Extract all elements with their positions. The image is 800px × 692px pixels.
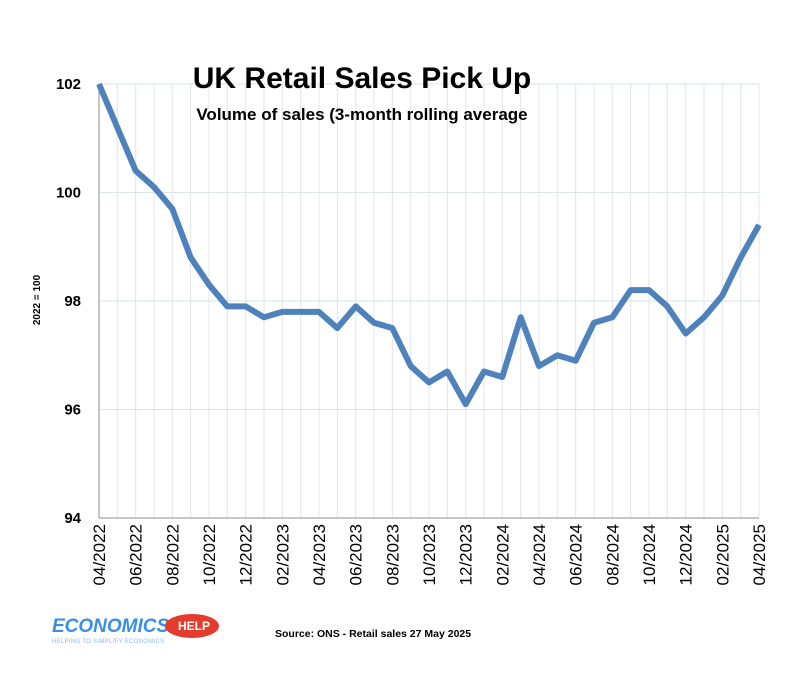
economics-help-logo: ECONOMICS HELP HELPING TO SIMPLIFY ECONO…	[52, 614, 219, 645]
x-tick-label: 06/2024	[567, 524, 586, 585]
data-point	[373, 322, 375, 324]
y-tick-labels: 94 96 98 100 102	[56, 76, 82, 527]
data-point	[410, 365, 412, 367]
x-tick-label: 06/2022	[127, 524, 146, 585]
y-tick-label: 96	[64, 402, 81, 419]
data-point	[575, 360, 577, 362]
series-layer	[96, 82, 762, 408]
data-point	[245, 305, 247, 307]
data-point	[520, 316, 522, 318]
data-point	[336, 327, 338, 329]
x-tick-label: 10/2023	[420, 524, 439, 585]
data-point	[135, 170, 137, 172]
data-point	[538, 365, 540, 367]
logo-help-badge	[165, 614, 219, 638]
data-point	[98, 83, 100, 85]
source-note: Source: ONS - Retail sales 27 May 2025	[275, 628, 471, 640]
x-tick-label: 08/2023	[383, 524, 402, 585]
x-tick-label: 04/2024	[530, 524, 549, 585]
grid-layer	[99, 83, 760, 518]
y-tick-label: 100	[56, 185, 81, 202]
data-point	[355, 305, 357, 307]
data-point	[685, 333, 687, 335]
data-point	[666, 305, 668, 307]
x-tick-label: 08/2022	[163, 524, 182, 585]
x-tick-label: 08/2024	[603, 524, 622, 585]
data-point	[190, 257, 192, 259]
data-point	[208, 284, 210, 286]
data-point	[630, 289, 632, 291]
x-tick-label: 04/2023	[310, 524, 329, 585]
data-point	[318, 311, 320, 313]
data-point	[465, 403, 467, 405]
x-tick-label: 10/2022	[200, 524, 219, 585]
data-point	[593, 322, 595, 324]
chart-subtitle: Volume of sales (3-month rolling average	[196, 105, 527, 124]
data-point	[483, 371, 485, 373]
x-tick-label: 06/2023	[347, 524, 366, 585]
data-point	[556, 354, 558, 356]
data-point	[758, 224, 760, 226]
data-point	[611, 316, 613, 318]
data-point	[391, 327, 393, 329]
data-point	[116, 126, 118, 128]
x-tick-label: 04/2025	[750, 524, 769, 585]
data-point	[446, 371, 448, 373]
data-point	[300, 311, 302, 313]
y-tick-label: 94	[64, 510, 81, 527]
x-tick-label: 02/2023	[273, 524, 292, 585]
logo-tagline: HELPING TO SIMPLIFY ECONOMICS	[52, 639, 164, 645]
x-tick-label: 12/2024	[677, 524, 696, 585]
data-point	[428, 381, 430, 383]
logo-economics-text: ECONOMICS	[52, 616, 170, 637]
logo-help-text: HELP	[178, 619, 210, 633]
axes-layer	[98, 84, 759, 519]
data-point	[153, 186, 155, 188]
y-tick-label: 98	[64, 293, 81, 310]
x-tick-label: 10/2024	[640, 524, 659, 585]
data-point	[648, 289, 650, 291]
y-axis-label: 2022 = 100	[32, 274, 43, 325]
data-point	[281, 311, 283, 313]
data-point	[263, 316, 265, 318]
data-point	[703, 316, 705, 318]
x-tick-label: 04/2022	[90, 524, 109, 585]
x-tick-labels: 04/2022 06/2022 08/2022 10/2022 12/2022 02/20…	[90, 524, 769, 585]
chart-title: UK Retail Sales Pick Up	[193, 62, 531, 95]
data-point	[740, 257, 742, 259]
data-point	[171, 208, 173, 210]
data-point	[501, 376, 503, 378]
data-point	[226, 305, 228, 307]
x-tick-label: 02/2024	[493, 524, 512, 585]
x-tick-label: 12/2022	[237, 524, 256, 585]
x-tick-label: 12/2023	[457, 524, 476, 585]
data-point	[721, 295, 723, 297]
x-tick-label: 02/2025	[713, 524, 732, 585]
y-tick-label: 102	[56, 76, 81, 93]
